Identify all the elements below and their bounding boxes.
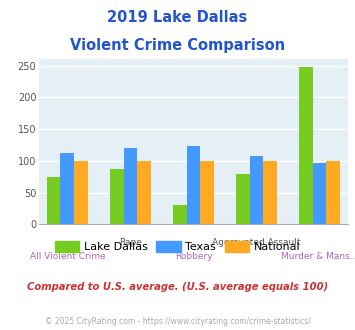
Bar — [299, 67, 313, 224]
Bar — [250, 156, 263, 224]
Bar — [110, 169, 124, 224]
Text: Rape: Rape — [119, 238, 142, 247]
Text: All Violent Crime: All Violent Crime — [29, 252, 105, 261]
Bar — [74, 161, 88, 224]
Bar — [327, 161, 340, 224]
Text: Compared to U.S. average. (U.S. average equals 100): Compared to U.S. average. (U.S. average … — [27, 282, 328, 292]
Bar — [137, 161, 151, 224]
Text: Violent Crime Comparison: Violent Crime Comparison — [70, 38, 285, 53]
Bar — [124, 148, 137, 224]
Bar — [60, 153, 74, 224]
Bar — [263, 161, 277, 224]
Bar — [236, 174, 250, 224]
Legend: Lake Dallas, Texas, National: Lake Dallas, Texas, National — [50, 237, 305, 256]
Text: Robbery: Robbery — [175, 252, 212, 261]
Bar — [313, 163, 327, 224]
Bar — [173, 205, 186, 224]
Text: Aggravated Assault: Aggravated Assault — [212, 238, 301, 247]
Bar — [186, 146, 201, 224]
Bar — [47, 177, 60, 224]
Text: 2019 Lake Dallas: 2019 Lake Dallas — [107, 10, 248, 25]
Text: Murder & Mans...: Murder & Mans... — [281, 252, 355, 261]
Text: © 2025 CityRating.com - https://www.cityrating.com/crime-statistics/: © 2025 CityRating.com - https://www.city… — [45, 317, 310, 326]
Bar — [201, 161, 214, 224]
